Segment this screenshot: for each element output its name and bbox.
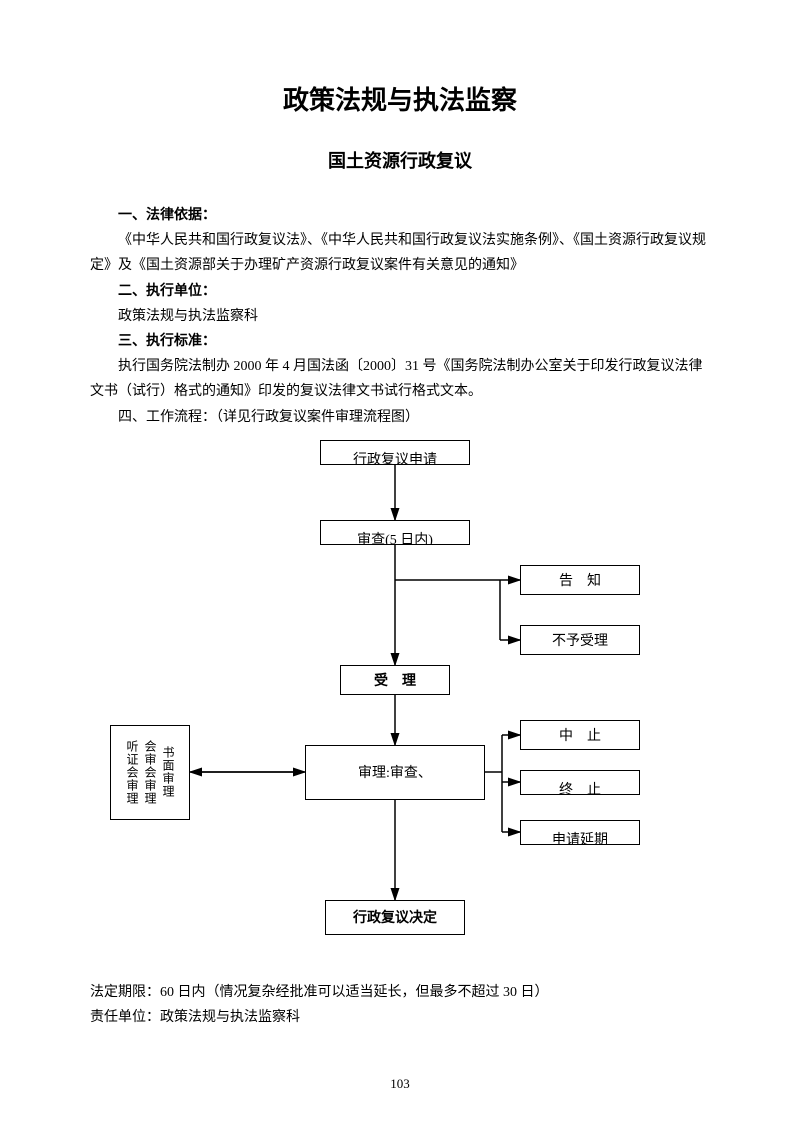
- section-3-heading: 三、执行标准：: [90, 329, 710, 354]
- section-2-body: 政策法规与执法监察科: [90, 304, 710, 329]
- footer-line-1: 法定期限：60 日内（情况复杂经批准可以适当延长，但最多不超过 30 日）: [90, 980, 710, 1005]
- section-1-heading: 一、法律依据：: [90, 203, 710, 228]
- footer-line-2: 责任单位：政策法规与执法监察科: [90, 1005, 710, 1030]
- flow-node-decision: 行政复议决定: [325, 900, 465, 935]
- flow-node-terminate: 终 止: [520, 770, 640, 795]
- section-4-heading: 四、工作流程：（详见行政复议案件审理流程图）: [90, 405, 710, 430]
- flow-node-reject: 不予受理: [520, 625, 640, 655]
- flow-node-methods-text: 书面审理 会审会审理 听证会审理: [123, 740, 177, 805]
- flow-node-review: 审查(5 日内): [320, 520, 470, 545]
- page-number: 103: [0, 1076, 800, 1092]
- flow-node-accept: 受 理: [340, 665, 450, 695]
- flow-node-suspend: 中 止: [520, 720, 640, 750]
- main-title: 政策法规与执法监察: [90, 80, 710, 117]
- section-2-heading: 二、执行单位：: [90, 279, 710, 304]
- section-3-body: 执行国务院法制办 2000 年 4 月国法函〔2000〕31 号《国务院法制办公…: [90, 354, 710, 404]
- flow-node-hearing: 审理:审查、: [305, 745, 485, 800]
- sub-title: 国土资源行政复议: [90, 147, 710, 173]
- flowchart: 行政复议申请 审查(5 日内) 告 知 不予受理 受 理 中 止 终 止 申请延…: [90, 440, 710, 970]
- flow-node-notify: 告 知: [520, 565, 640, 595]
- flow-node-application: 行政复议申请: [320, 440, 470, 465]
- flow-node-methods: 书面审理 会审会审理 听证会审理: [110, 725, 190, 820]
- flow-node-extend: 申请延期: [520, 820, 640, 845]
- section-1-body: 《中华人民共和国行政复议法》、《中华人民共和国行政复议法实施条例》、《国土资源行…: [90, 228, 710, 278]
